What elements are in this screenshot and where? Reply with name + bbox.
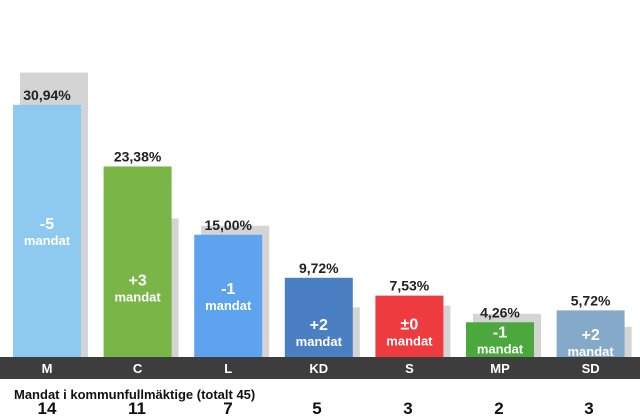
- category-label-l: L: [224, 361, 232, 376]
- change-unit-kd: mandat: [296, 334, 343, 349]
- change-label-c: +3: [128, 273, 146, 290]
- bar-kd: [284, 277, 353, 357]
- value-label-s: 7,53%: [390, 278, 430, 294]
- seat-count-l: 7: [223, 399, 233, 418]
- category-label-c: C: [133, 361, 143, 376]
- category-axis-band: [0, 357, 640, 379]
- value-label-l: 15,00%: [204, 217, 252, 233]
- value-label-mp: 4,26%: [480, 304, 520, 320]
- bar-c: [103, 166, 172, 357]
- change-unit-s: mandat: [386, 333, 433, 348]
- change-unit-c: mandat: [114, 290, 161, 305]
- bar-m: [13, 104, 81, 358]
- category-label-mp: MP: [490, 361, 510, 376]
- bar-sd: [556, 310, 625, 357]
- change-label-mp: -1: [493, 325, 507, 342]
- change-label-m: -5: [40, 216, 54, 233]
- bar-mp: [466, 322, 534, 357]
- change-label-l: -1: [221, 281, 235, 298]
- change-unit-mp: mandat: [477, 342, 524, 357]
- change-unit-sd: mandat: [567, 344, 614, 359]
- value-label-c: 23,38%: [114, 148, 162, 164]
- change-unit-m: mandat: [24, 233, 71, 248]
- seat-count-m: 14: [37, 399, 57, 418]
- seat-count-kd: 5: [312, 399, 322, 418]
- seat-count-sd: 3: [584, 399, 594, 418]
- value-label-kd: 9,72%: [299, 260, 339, 276]
- bar-l: [194, 234, 263, 357]
- value-label-m: 30,94%: [23, 87, 71, 103]
- change-label-sd: +2: [581, 327, 599, 344]
- category-label-kd: KD: [309, 361, 328, 376]
- value-label-sd: 5,72%: [571, 292, 611, 308]
- category-label-m: M: [42, 361, 53, 376]
- category-label-sd: SD: [582, 361, 600, 376]
- seat-count-s: 3: [403, 399, 413, 418]
- change-unit-l: mandat: [205, 298, 252, 313]
- category-label-s: S: [405, 361, 414, 376]
- seats-title: Mandat i kommunfullmäktige (totalt 45): [14, 387, 256, 402]
- seat-count-c: 11: [128, 399, 146, 418]
- change-label-s: ±0: [401, 316, 419, 333]
- bar-s: [375, 295, 444, 357]
- seat-count-mp: 2: [494, 399, 504, 418]
- change-label-kd: +2: [310, 317, 328, 334]
